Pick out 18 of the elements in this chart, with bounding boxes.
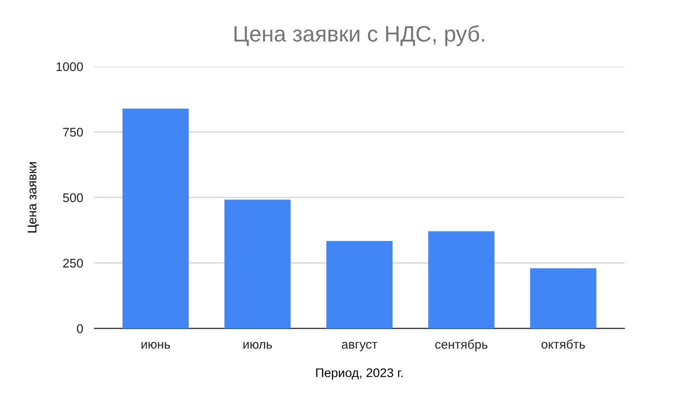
y-tick-label: 0 bbox=[76, 324, 83, 334]
bar bbox=[428, 231, 494, 328]
chart-title: Цена заявки с НДС, руб. bbox=[234, 25, 484, 46]
bar bbox=[326, 240, 393, 328]
x-tick-label: июнь bbox=[142, 342, 170, 349]
y-tick-label: 500 bbox=[63, 193, 83, 202]
y-tick-label: 250 bbox=[63, 258, 83, 268]
y-tick-label: 1000 bbox=[56, 62, 83, 72]
x-tick-label: июль bbox=[243, 342, 272, 349]
x-tick-label: сентябрь bbox=[435, 340, 488, 352]
x-axis-title: Период, 2023 г. bbox=[316, 368, 403, 380]
y-tick-label: 750 bbox=[63, 128, 83, 137]
x-tick-label: август bbox=[342, 342, 378, 352]
x-tick-label: октябть bbox=[542, 339, 585, 349]
bar bbox=[122, 108, 189, 328]
y-axis-title: Цена заявки bbox=[28, 162, 39, 232]
bar bbox=[224, 200, 291, 328]
bar bbox=[530, 268, 596, 328]
